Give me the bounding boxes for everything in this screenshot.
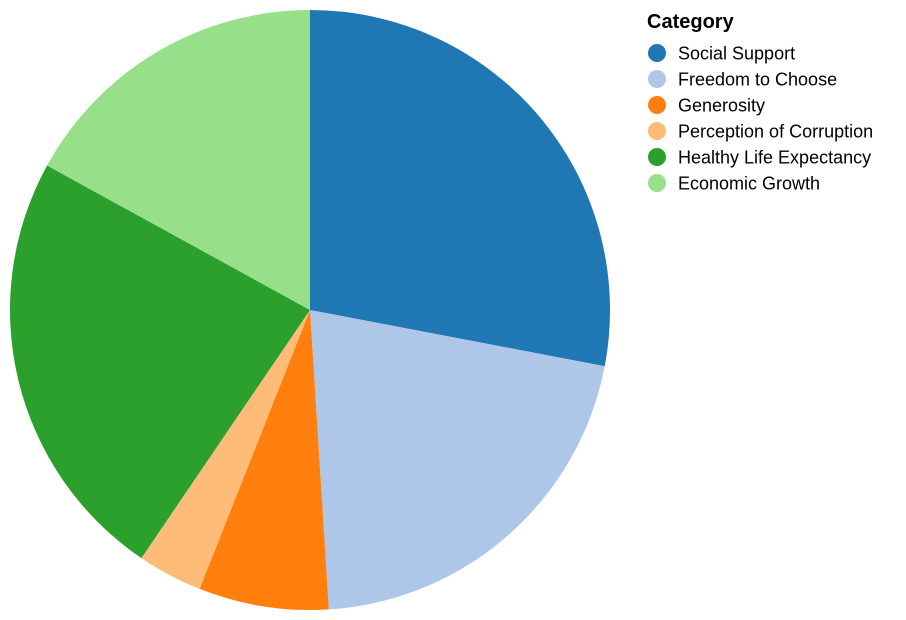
legend-item-freedom-to-choose: Freedom to Choose [648,70,837,90]
legend-item-perception-of-corruption: Perception of Corruption [648,122,873,142]
legend-item-generosity: Generosity [648,96,765,116]
legend-label: Social Support [678,44,795,64]
legend-label: Perception of Corruption [678,122,873,142]
legend-label: Generosity [678,96,765,116]
legend-swatch [648,174,666,192]
legend: Category Social Support Freedom to Choose… [647,11,873,194]
legend-swatch [648,148,666,166]
legend-swatch [648,96,666,114]
legend-swatch [648,44,666,62]
legend-title: Category [647,11,735,33]
pie-slice-generosity [199,310,329,611]
legend-label: Freedom to Choose [678,70,837,90]
legend-swatch [648,70,666,88]
legend-item-economic-growth: Economic Growth [648,174,820,194]
pie-slice-economic-growth [47,10,311,310]
pie-slice-perception-of-corruption [141,310,310,589]
pie-slice-social-support [310,10,611,367]
legend-label: Economic Growth [678,174,820,194]
legend-item-healthy-life-expectancy: Healthy Life Expectancy [648,148,871,168]
legend-items: Social Support Freedom to Choose Generosit… [648,44,873,194]
pie-slice-freedom-to-choose [310,310,605,610]
legend-swatch [648,122,666,140]
legend-label: Healthy Life Expectancy [678,148,871,168]
legend-item-social-support: Social Support [648,44,795,64]
pie-slice-healthy-life-expectancy [10,165,311,559]
pie-slices [10,10,611,611]
